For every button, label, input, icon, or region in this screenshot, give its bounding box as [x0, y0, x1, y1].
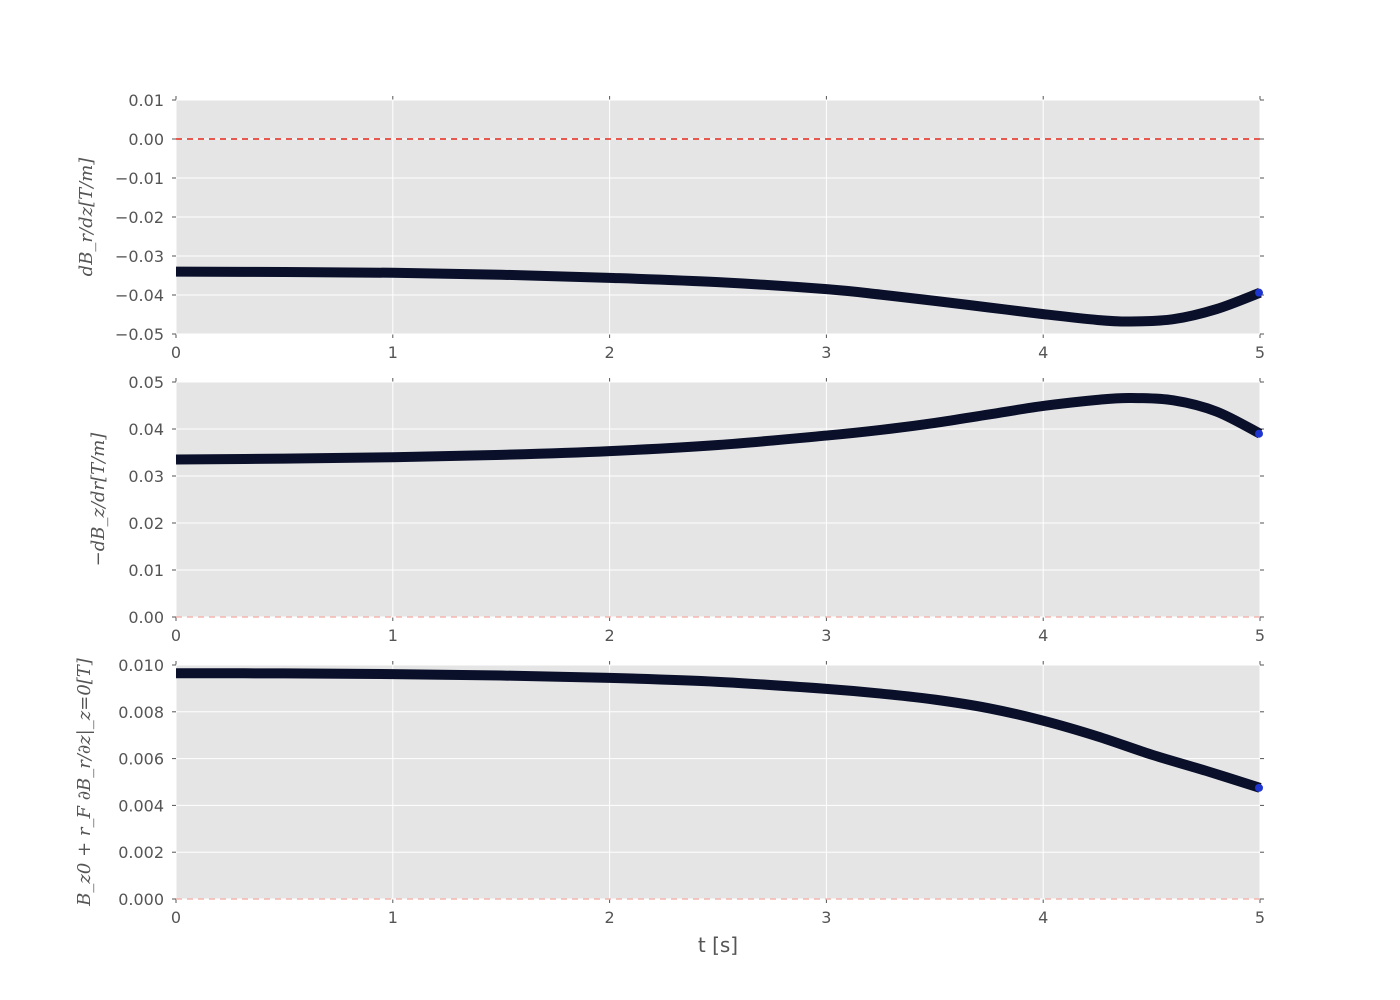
- y-tick-label: 0.008: [118, 703, 164, 722]
- x-axis-label: t [s]: [698, 933, 738, 957]
- y-tick-label: 0.04: [128, 420, 164, 439]
- x-tick-label: 5: [1255, 908, 1265, 927]
- x-tick-label: 0: [171, 343, 181, 362]
- series-end-point: [1255, 429, 1263, 438]
- series-line: [175, 668, 1262, 793]
- y-tick-label: 0.002: [118, 843, 164, 862]
- x-tick-label: 2: [605, 626, 615, 645]
- series-line: [175, 392, 1263, 465]
- y-tick-label: −0.05: [115, 325, 164, 344]
- x-tick-label: 4: [1038, 908, 1048, 927]
- y-tick-label: 0.010: [118, 656, 164, 675]
- panel-dbr-dz: 0 1 2 3 4 5 0.01 0.00 −0.01 −0.02 −0.03 −0.04 −0.05 d…: [76, 91, 1265, 362]
- y-tick-label: −0.03: [115, 247, 164, 266]
- y-tick-label: 0.00: [128, 130, 164, 149]
- plot-area: [176, 665, 1260, 899]
- x-tick-label: 1: [388, 343, 398, 362]
- y-axis-label: −dB_z/dr[T/m]: [88, 432, 109, 567]
- y-tick-label: 0.03: [128, 467, 164, 486]
- series-line: [175, 266, 1262, 327]
- x-tick-label: 0: [171, 626, 181, 645]
- x-tick-label: 3: [821, 343, 831, 362]
- x-tick-label: 4: [1038, 343, 1048, 362]
- x-tick-label: 2: [605, 908, 615, 927]
- x-tick-label: 4: [1038, 626, 1048, 645]
- y-axis-label: dB_r/dz[T/m]: [76, 157, 97, 277]
- x-tick-label: 3: [821, 626, 831, 645]
- y-tick-label: 0.000: [118, 890, 164, 909]
- y-tick-label: −0.01: [115, 169, 164, 188]
- x-tick-label: 3: [821, 908, 831, 927]
- panel-dbz-dr: 0 1 2 3 4 5 0.05 0.04 0.03 0.02 0.01 0.00 −dB_z/dr[T…: [88, 373, 1265, 645]
- series-end-point: [1255, 783, 1263, 792]
- x-tick-label: 0: [171, 908, 181, 927]
- y-tick-label: 0.05: [128, 373, 164, 392]
- x-tick-label: 5: [1255, 343, 1265, 362]
- y-tick-label: 0.004: [118, 796, 164, 815]
- x-tick-label: 2: [605, 343, 615, 362]
- y-axis-label: B_z0 + r_F ∂B_r/∂z|_z=0[T]: [74, 657, 95, 907]
- x-tick-label: 1: [388, 908, 398, 927]
- y-tick-label: −0.02: [115, 208, 164, 227]
- y-tick-label: 0.02: [128, 514, 164, 533]
- panel-bz0-rf: 0 1 2 3 4 5 0.010 0.008 0.006 0.004 0.002 0.000 B_z0…: [74, 656, 1265, 927]
- y-tick-label: 0.01: [128, 561, 164, 580]
- y-tick-label: 0.01: [128, 91, 164, 110]
- x-tick-label: 1: [388, 626, 398, 645]
- y-tick-label: −0.04: [115, 286, 164, 305]
- y-tick-label: 0.00: [128, 608, 164, 627]
- y-tick-label: 0.006: [118, 750, 164, 769]
- plot-area: [176, 382, 1260, 617]
- series-end-point: [1255, 288, 1263, 297]
- x-tick-label: 5: [1255, 626, 1265, 645]
